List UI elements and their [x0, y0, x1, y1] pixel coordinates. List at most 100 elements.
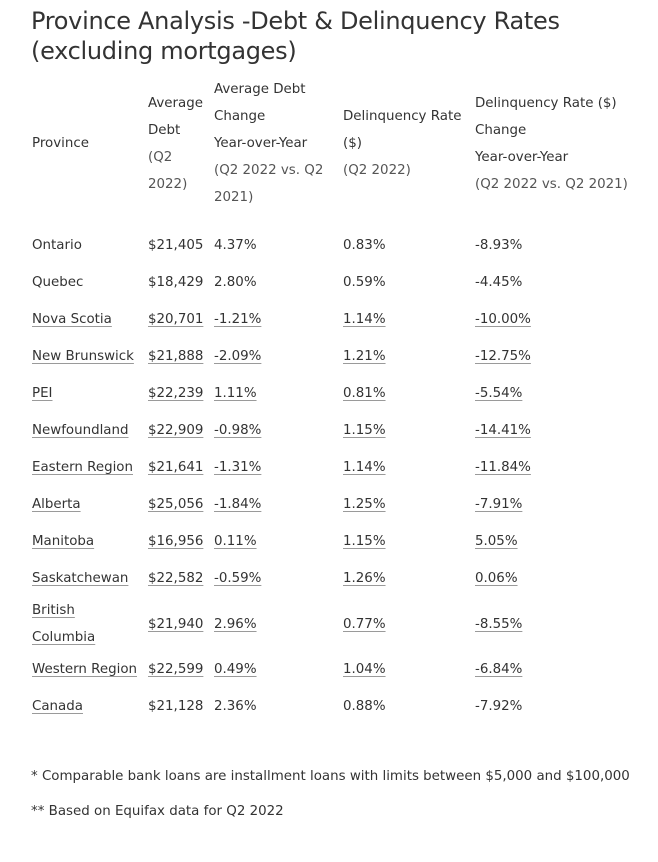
header-average-debt: Average Debt (Q2 2022) — [144, 76, 210, 227]
cell-province[interactable]: PEI — [32, 386, 53, 401]
footnote-equifax-source: ** Based on Equifax data for Q2 2022 — [31, 804, 284, 819]
table-row: Nova Scotia $20,701 -1.21% 1.14% -10.00% — [28, 301, 637, 338]
header-average-debt-line1: Average — [148, 95, 203, 111]
cell-debt[interactable]: $25,056 — [148, 497, 204, 512]
header-delinquency-change-line3: Year-over-Year — [475, 149, 569, 165]
header-delinquency-change: Delinquency Rate ($) Change Year-over-Ye… — [471, 76, 637, 227]
header-delinquency-change-line1: Delinquency Rate ($) — [475, 95, 617, 111]
page-title: Province Analysis -Debt & Delinquency Ra… — [31, 7, 560, 65]
cell-delinquency-change[interactable]: -6.84% — [475, 662, 523, 677]
cell-debt-change: 4.37% — [214, 238, 257, 253]
header-debt-change-sub1: (Q2 2022 vs. Q2 — [214, 163, 324, 178]
cell-province[interactable]: British Columbia — [32, 603, 96, 645]
cell-debt-change[interactable]: -2.09% — [214, 349, 262, 364]
cell-delinquency-change[interactable]: -11.84% — [475, 460, 531, 475]
cell-delinquency[interactable]: 0.77% — [343, 616, 386, 632]
cell-province[interactable]: Canada — [32, 699, 83, 714]
cell-debt-change[interactable]: -1.31% — [214, 460, 262, 475]
cell-debt[interactable]: $21,940 — [148, 616, 204, 632]
cell-debt[interactable]: $16,956 — [148, 534, 204, 549]
header-average-debt-change: Average Debt Change Year-over-Year (Q2 2… — [210, 76, 339, 227]
table-row: Alberta $25,056 -1.84% 1.25% -7.91% — [28, 486, 637, 523]
cell-province[interactable]: Saskatchewan — [32, 571, 129, 586]
cell-delinquency[interactable]: 1.15% — [343, 534, 386, 549]
cell-province[interactable]: New Brunswick — [32, 349, 134, 364]
cell-delinquency-change[interactable]: 0.06% — [475, 571, 518, 586]
cell-delinquency-change[interactable]: -10.00% — [475, 312, 531, 327]
cell-debt-change[interactable]: 0.11% — [214, 534, 257, 549]
cell-delinquency-change[interactable]: -5.54% — [475, 386, 523, 401]
table-row: British Columbia $21,940 2.96% 0.77% -8.… — [28, 597, 637, 651]
table-row: Canada $21,128 2.36% 0.88% -7.92% — [28, 688, 637, 725]
cell-debt: $18,429 — [148, 275, 204, 290]
header-delinquency-change-sub: (Q2 2022 vs. Q2 2021) — [475, 176, 628, 192]
cell-province[interactable]: Eastern Region — [32, 460, 133, 475]
cell-province[interactable]: Manitoba — [32, 534, 95, 549]
table-row: Eastern Region $21,641 -1.31% 1.14% -11.… — [28, 449, 637, 486]
cell-province[interactable]: Nova Scotia — [32, 312, 112, 327]
cell-debt-change[interactable]: -1.21% — [214, 312, 262, 327]
table-row: PEI $22,239 1.11% 0.81% -5.54% — [28, 375, 637, 412]
cell-delinquency-change[interactable]: -12.75% — [475, 349, 531, 364]
cell-delinquency-change: -4.45% — [475, 275, 523, 290]
cell-debt[interactable]: $22,239 — [148, 386, 204, 401]
cell-delinquency[interactable]: 1.21% — [343, 349, 386, 364]
cell-delinquency[interactable]: 1.04% — [343, 662, 386, 677]
cell-province[interactable]: Newfoundland — [32, 423, 129, 438]
cell-debt-change[interactable]: -1.84% — [214, 497, 262, 512]
cell-delinquency-change: -8.93% — [475, 238, 523, 253]
cell-province[interactable]: Alberta — [32, 497, 81, 512]
cell-debt-change: 2.80% — [214, 275, 257, 290]
header-average-debt-sub1: (Q2 — [148, 149, 173, 165]
cell-debt-change[interactable]: -0.59% — [214, 571, 262, 586]
cell-delinquency-change[interactable]: -8.55% — [475, 616, 523, 632]
cell-delinquency[interactable]: 1.26% — [343, 571, 386, 586]
cell-debt[interactable]: $22,599 — [148, 662, 204, 677]
cell-debt-change[interactable]: 0.49% — [214, 662, 257, 677]
cell-delinquency: 0.88% — [343, 699, 386, 714]
header-debt-change-line3: Year-over-Year — [214, 136, 308, 151]
header-delinquency-line2: ($) — [343, 136, 362, 151]
header-delinquency-sub: (Q2 2022) — [343, 163, 411, 178]
cell-delinquency[interactable]: 1.14% — [343, 460, 386, 475]
header-delinquency-change-line2: Change — [475, 122, 527, 138]
footnote-comparable-loans: * Comparable bank loans are installment … — [31, 769, 630, 784]
table-row: Quebec $18,429 2.80% 0.59% -4.45% — [28, 264, 637, 301]
header-average-debt-line2: Debt — [148, 122, 181, 138]
cell-delinquency[interactable]: 1.14% — [343, 312, 386, 327]
table-row: Newfoundland $22,909 -0.98% 1.15% -14.41… — [28, 412, 637, 449]
province-analysis-table: Province Average Debt (Q2 2022) Average … — [28, 76, 637, 725]
cell-delinquency-change[interactable]: -14.41% — [475, 423, 531, 438]
cell-debt: $21,405 — [148, 238, 204, 253]
header-average-debt-sub2: 2022) — [148, 176, 188, 192]
table-row: Saskatchewan $22,582 -0.59% 1.26% 0.06% — [28, 560, 637, 597]
cell-province: Ontario — [32, 238, 82, 253]
cell-debt[interactable]: $21,888 — [148, 349, 204, 364]
cell-delinquency[interactable]: 1.25% — [343, 497, 386, 512]
cell-delinquency: 0.83% — [343, 238, 386, 253]
cell-debt-change[interactable]: -0.98% — [214, 423, 262, 438]
footnotes: * Comparable bank loans are installment … — [31, 763, 631, 833]
cell-debt[interactable]: $21,641 — [148, 460, 204, 475]
table-row: New Brunswick $21,888 -2.09% 1.21% -12.7… — [28, 338, 637, 375]
cell-debt-change: 2.36% — [214, 699, 257, 714]
header-debt-change-line2: Change — [214, 109, 266, 124]
header-debt-change-sub2: 2021) — [214, 190, 254, 205]
table-row: Manitoba $16,956 0.11% 1.15% 5.05% — [28, 523, 637, 560]
cell-delinquency[interactable]: 0.81% — [343, 386, 386, 401]
header-delinquency-rate: Delinquency Rate ($) (Q2 2022) — [339, 76, 471, 227]
table-row: Ontario $21,405 4.37% 0.83% -8.93% — [28, 227, 637, 264]
cell-debt[interactable]: $22,909 — [148, 423, 204, 438]
cell-debt-change[interactable]: 2.96% — [214, 616, 257, 632]
cell-debt-change[interactable]: 1.11% — [214, 386, 257, 401]
header-delinquency-line1: Delinquency Rate — [343, 109, 462, 124]
table-row: Western Region $22,599 0.49% 1.04% -6.84… — [28, 651, 637, 688]
header-debt-change-line1: Average Debt — [214, 82, 306, 97]
cell-delinquency-change[interactable]: 5.05% — [475, 534, 518, 549]
cell-delinquency[interactable]: 1.15% — [343, 423, 386, 438]
cell-province[interactable]: Western Region — [32, 662, 138, 677]
cell-debt[interactable]: $20,701 — [148, 312, 204, 327]
cell-debt: $21,128 — [148, 699, 204, 714]
cell-debt[interactable]: $22,582 — [148, 571, 204, 586]
cell-delinquency-change[interactable]: -7.91% — [475, 497, 523, 512]
